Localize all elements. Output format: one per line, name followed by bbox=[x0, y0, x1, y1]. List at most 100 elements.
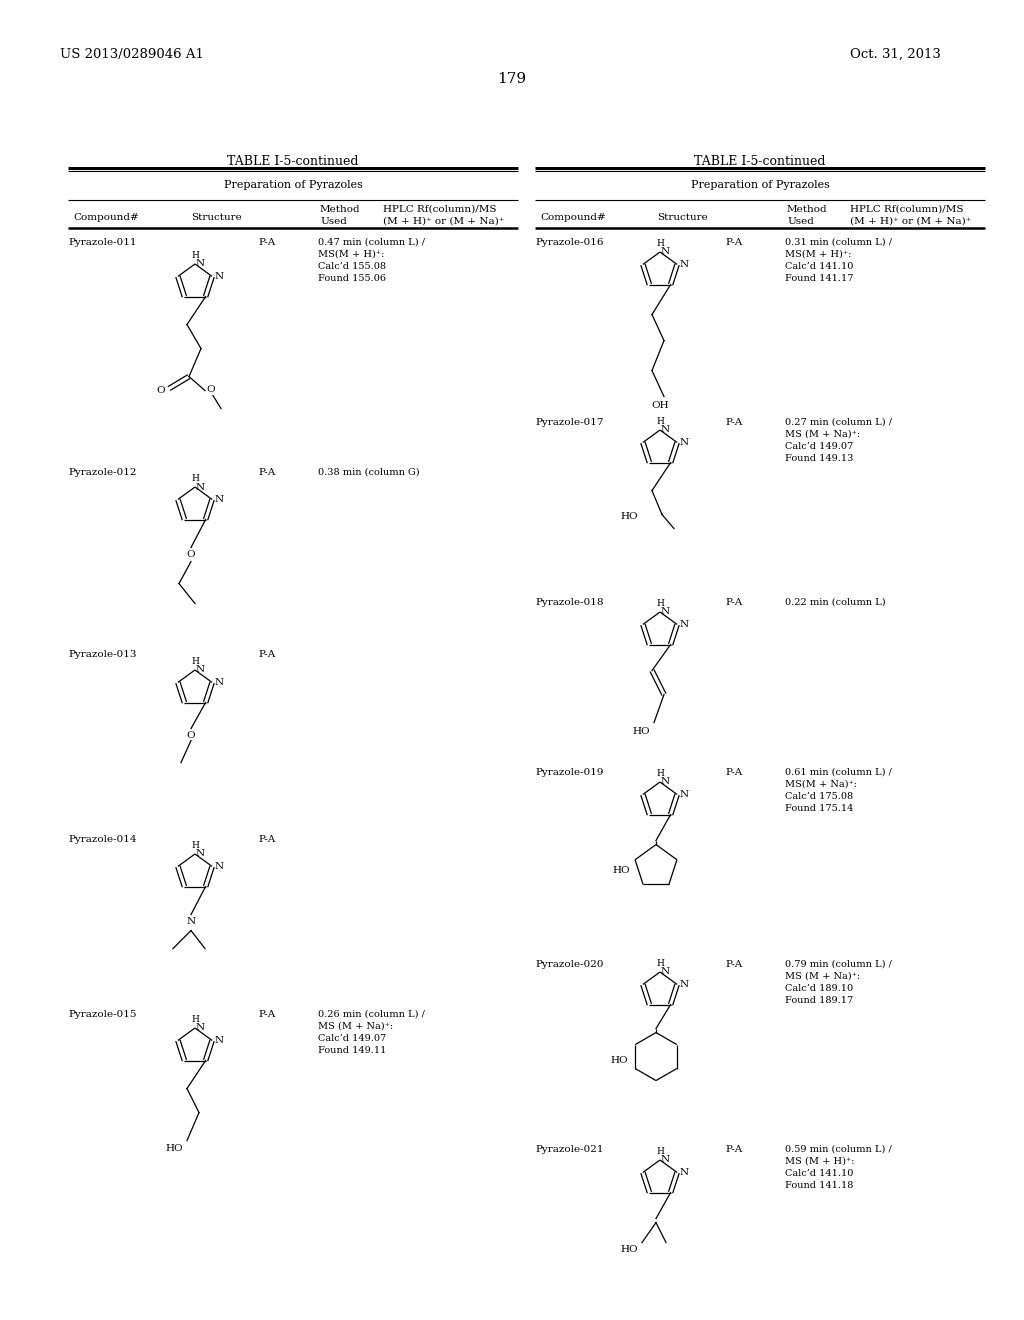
Text: H: H bbox=[191, 1015, 199, 1024]
Text: N: N bbox=[196, 850, 205, 858]
Text: H: H bbox=[656, 1147, 664, 1156]
Text: Pyrazole-015: Pyrazole-015 bbox=[68, 1010, 136, 1019]
Text: N: N bbox=[679, 438, 688, 447]
Text: Structure: Structure bbox=[657, 213, 709, 222]
Text: Pyrazole-019: Pyrazole-019 bbox=[535, 768, 603, 777]
Text: HPLC Rf(column)/MS: HPLC Rf(column)/MS bbox=[383, 205, 497, 214]
Text: P-A: P-A bbox=[258, 469, 275, 477]
Text: P-A: P-A bbox=[725, 1144, 742, 1154]
Text: MS(M + H)⁺:: MS(M + H)⁺: bbox=[318, 249, 384, 259]
Text: O: O bbox=[186, 730, 196, 739]
Text: N: N bbox=[214, 272, 223, 281]
Text: N: N bbox=[214, 495, 223, 504]
Text: P-A: P-A bbox=[725, 960, 742, 969]
Text: O: O bbox=[186, 549, 196, 558]
Text: N: N bbox=[196, 260, 205, 268]
Text: (M + H)⁺ or (M + Na)⁺: (M + H)⁺ or (M + Na)⁺ bbox=[383, 216, 504, 226]
Text: Found 149.11: Found 149.11 bbox=[318, 1045, 386, 1055]
Text: 0.61 min (column L) /: 0.61 min (column L) / bbox=[785, 768, 892, 777]
Text: Found 155.06: Found 155.06 bbox=[318, 275, 386, 282]
Text: Used: Used bbox=[787, 216, 814, 226]
Text: US 2013/0289046 A1: US 2013/0289046 A1 bbox=[60, 48, 204, 61]
Text: Pyrazole-021: Pyrazole-021 bbox=[535, 1144, 603, 1154]
Text: Pyrazole-018: Pyrazole-018 bbox=[535, 598, 603, 607]
Text: N: N bbox=[196, 1023, 205, 1032]
Text: 0.79 min (column L) /: 0.79 min (column L) / bbox=[785, 960, 892, 969]
Text: N: N bbox=[679, 1168, 688, 1177]
Text: 0.47 min (column L) /: 0.47 min (column L) / bbox=[318, 238, 425, 247]
Text: N: N bbox=[679, 979, 688, 989]
Text: H: H bbox=[191, 251, 199, 260]
Text: Pyrazole-011: Pyrazole-011 bbox=[68, 238, 136, 247]
Text: H: H bbox=[656, 960, 664, 968]
Text: Compound#: Compound# bbox=[540, 213, 606, 222]
Text: N: N bbox=[214, 678, 223, 686]
Text: N: N bbox=[214, 862, 223, 871]
Text: Found 189.17: Found 189.17 bbox=[785, 997, 853, 1005]
Text: Found 141.18: Found 141.18 bbox=[785, 1181, 853, 1191]
Text: N: N bbox=[679, 620, 688, 628]
Text: Structure: Structure bbox=[190, 213, 242, 222]
Text: P-A: P-A bbox=[258, 836, 275, 843]
Text: Calc’d 189.10: Calc’d 189.10 bbox=[785, 983, 853, 993]
Text: Pyrazole-014: Pyrazole-014 bbox=[68, 836, 136, 843]
Text: HO: HO bbox=[621, 512, 638, 521]
Text: HO: HO bbox=[633, 726, 650, 735]
Text: Pyrazole-012: Pyrazole-012 bbox=[68, 469, 136, 477]
Text: H: H bbox=[656, 239, 664, 248]
Text: N: N bbox=[662, 248, 670, 256]
Text: Calc’d 141.10: Calc’d 141.10 bbox=[785, 261, 853, 271]
Text: 0.59 min (column L) /: 0.59 min (column L) / bbox=[785, 1144, 892, 1154]
Text: H: H bbox=[191, 841, 199, 850]
Text: TABLE I-5-continued: TABLE I-5-continued bbox=[227, 154, 358, 168]
Text: MS (M + H)⁺:: MS (M + H)⁺: bbox=[785, 1158, 854, 1166]
Text: P-A: P-A bbox=[725, 418, 742, 426]
Text: Pyrazole-020: Pyrazole-020 bbox=[535, 960, 603, 969]
Text: HPLC Rf(column)/MS: HPLC Rf(column)/MS bbox=[850, 205, 964, 214]
Text: Calc’d 175.08: Calc’d 175.08 bbox=[785, 792, 853, 801]
Text: Pyrazole-017: Pyrazole-017 bbox=[535, 418, 603, 426]
Text: P-A: P-A bbox=[725, 768, 742, 777]
Text: H: H bbox=[656, 599, 664, 609]
Text: OH: OH bbox=[651, 400, 669, 409]
Text: P-A: P-A bbox=[258, 649, 275, 659]
Text: HO: HO bbox=[621, 1245, 638, 1254]
Text: Found 175.14: Found 175.14 bbox=[785, 804, 853, 813]
Text: Used: Used bbox=[319, 216, 347, 226]
Text: N: N bbox=[662, 1155, 670, 1164]
Text: Oct. 31, 2013: Oct. 31, 2013 bbox=[850, 48, 941, 61]
Text: MS (M + Na)⁺:: MS (M + Na)⁺: bbox=[318, 1022, 393, 1031]
Text: Calc’d 155.08: Calc’d 155.08 bbox=[318, 261, 386, 271]
Text: N: N bbox=[214, 1036, 223, 1045]
Text: H: H bbox=[191, 657, 199, 667]
Text: 179: 179 bbox=[498, 73, 526, 86]
Text: (M + H)⁺ or (M + Na)⁺: (M + H)⁺ or (M + Na)⁺ bbox=[850, 216, 971, 226]
Text: Compound#: Compound# bbox=[73, 213, 138, 222]
Text: MS(M + H)⁺:: MS(M + H)⁺: bbox=[785, 249, 851, 259]
Text: MS (M + Na)⁺:: MS (M + Na)⁺: bbox=[785, 430, 860, 440]
Text: 0.38 min (column G): 0.38 min (column G) bbox=[318, 469, 420, 477]
Text: N: N bbox=[196, 665, 205, 675]
Text: H: H bbox=[656, 417, 664, 426]
Text: HO: HO bbox=[612, 866, 630, 875]
Text: TABLE I-5-continued: TABLE I-5-continued bbox=[694, 154, 825, 168]
Text: Method: Method bbox=[787, 205, 827, 214]
Text: Preparation of Pyrazoles: Preparation of Pyrazoles bbox=[690, 180, 829, 190]
Text: Found 149.13: Found 149.13 bbox=[785, 454, 853, 463]
Text: P-A: P-A bbox=[725, 598, 742, 607]
Text: P-A: P-A bbox=[258, 1010, 275, 1019]
Text: N: N bbox=[662, 425, 670, 434]
Text: 0.31 min (column L) /: 0.31 min (column L) / bbox=[785, 238, 892, 247]
Text: H: H bbox=[656, 770, 664, 777]
Text: MS (M + Na)⁺:: MS (M + Na)⁺: bbox=[785, 972, 860, 981]
Text: 0.27 min (column L) /: 0.27 min (column L) / bbox=[785, 418, 892, 426]
Text: P-A: P-A bbox=[258, 238, 275, 247]
Text: O: O bbox=[206, 385, 215, 395]
Text: Calc’d 149.07: Calc’d 149.07 bbox=[785, 442, 853, 451]
Text: N: N bbox=[662, 777, 670, 787]
Text: Pyrazole-013: Pyrazole-013 bbox=[68, 649, 136, 659]
Text: Calc’d 141.10: Calc’d 141.10 bbox=[785, 1170, 853, 1177]
Text: N: N bbox=[662, 607, 670, 616]
Text: Found 141.17: Found 141.17 bbox=[785, 275, 853, 282]
Text: HO: HO bbox=[165, 1143, 183, 1152]
